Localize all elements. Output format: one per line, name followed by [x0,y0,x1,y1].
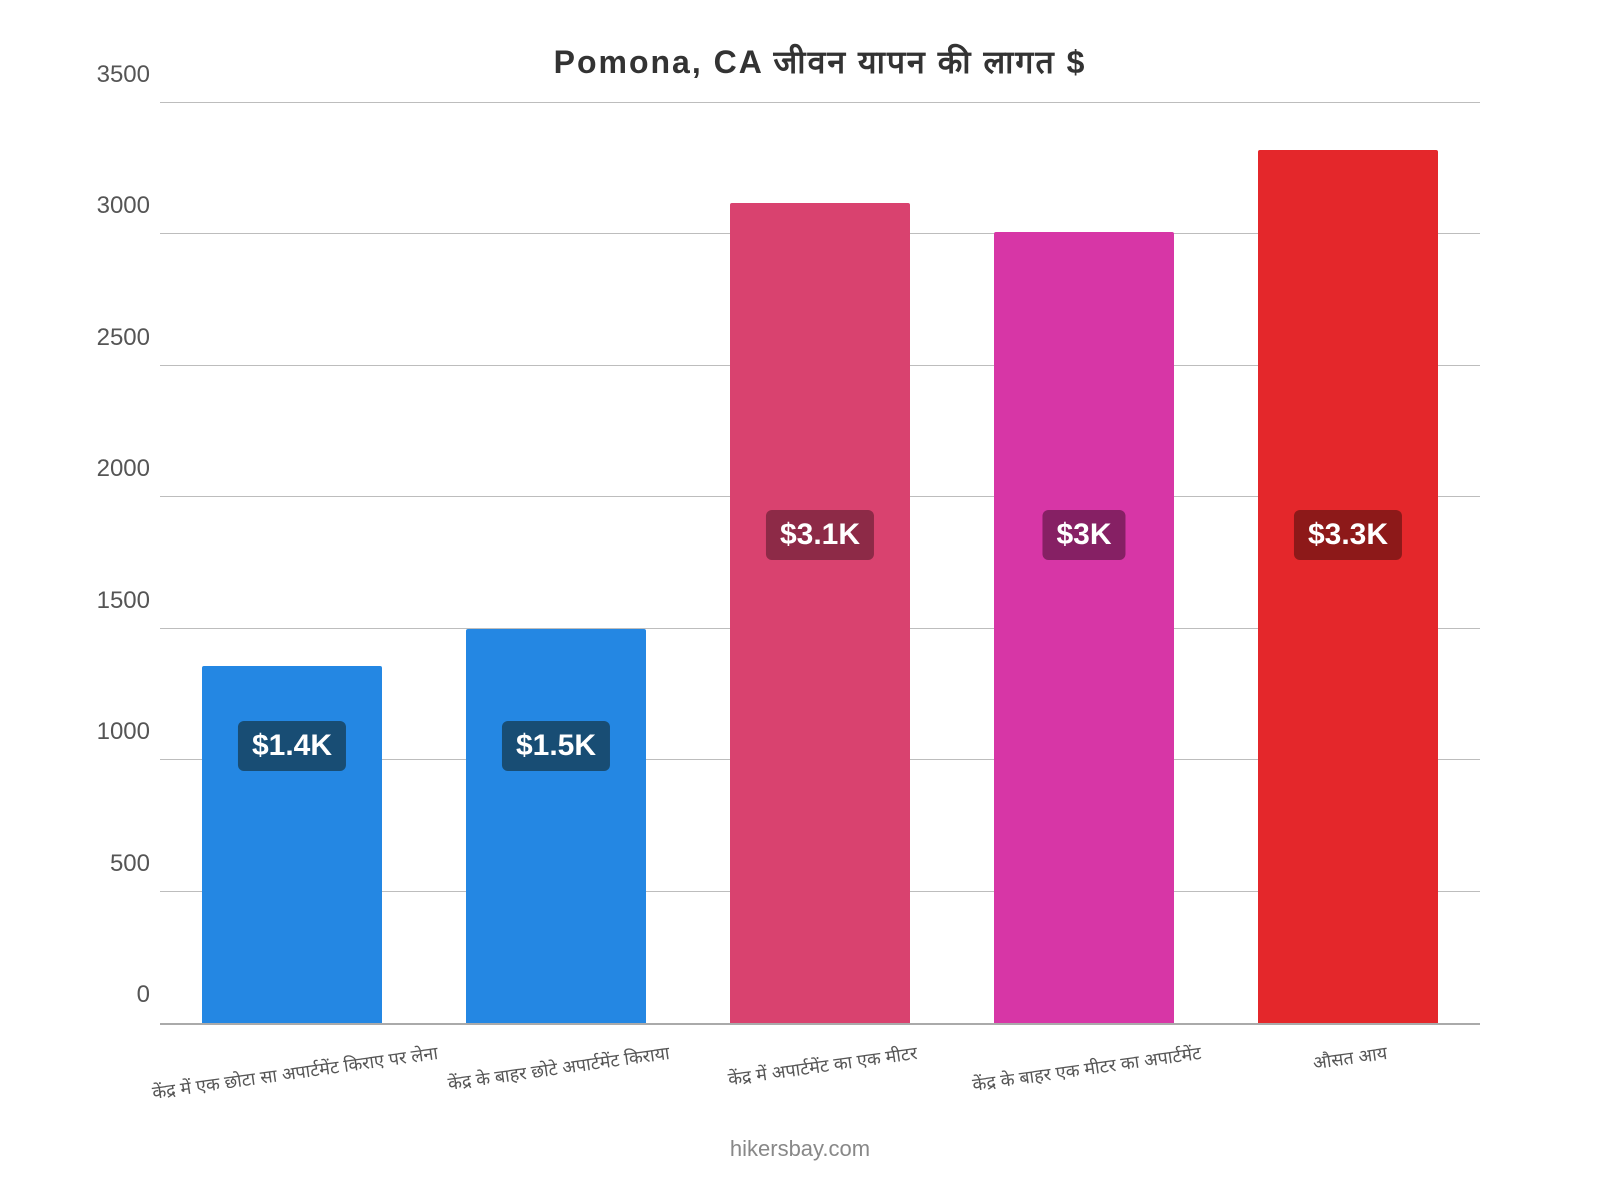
bar-value-badge: $3.1K [766,510,874,560]
chart-title: Pomona, CA जीवन यापन की लागत $ [160,40,1480,83]
bar: $1.5K [466,629,646,1023]
bar: $3.3K [1258,150,1438,1023]
x-axis-label: केंद्र में अपार्टमेंट का एक मीटर [726,1041,918,1091]
bar-value-badge: $3.3K [1294,510,1402,560]
y-tick-label: 1000 [80,718,150,746]
x-axis-label: औसत आय [1311,1041,1388,1075]
bar-value-badge: $1.5K [502,721,610,771]
x-axis-label: केंद्र में एक छोटा सा अपार्टमेंट किराए प… [151,1041,440,1105]
grid-line [160,102,1480,103]
plot-area: 0500100015002000250030003500$1.4Kकेंद्र … [160,103,1480,1025]
bar: $3.1K [730,203,910,1023]
y-tick-label: 3000 [80,192,150,220]
y-tick-label: 500 [80,850,150,878]
chart-container: Pomona, CA जीवन यापन की लागत $ 050010001… [0,0,1600,1200]
y-tick-label: 2000 [80,455,150,483]
x-axis-label: केंद्र के बाहर एक मीटर का अपार्टमेंट [971,1041,1203,1097]
bar: $3K [994,232,1174,1023]
chart-footer: hikersbay.com [0,1136,1600,1162]
bar-value-badge: $1.4K [238,721,346,771]
bar-value-badge: $3K [1042,510,1125,560]
y-tick-label: 3500 [80,61,150,89]
bar: $1.4K [202,666,382,1023]
x-axis-label: केंद्र के बाहर छोटे अपार्टमेंट किराया [446,1041,671,1096]
y-tick-label: 0 [80,981,150,1009]
y-tick-label: 2500 [80,324,150,352]
y-tick-label: 1500 [80,587,150,615]
